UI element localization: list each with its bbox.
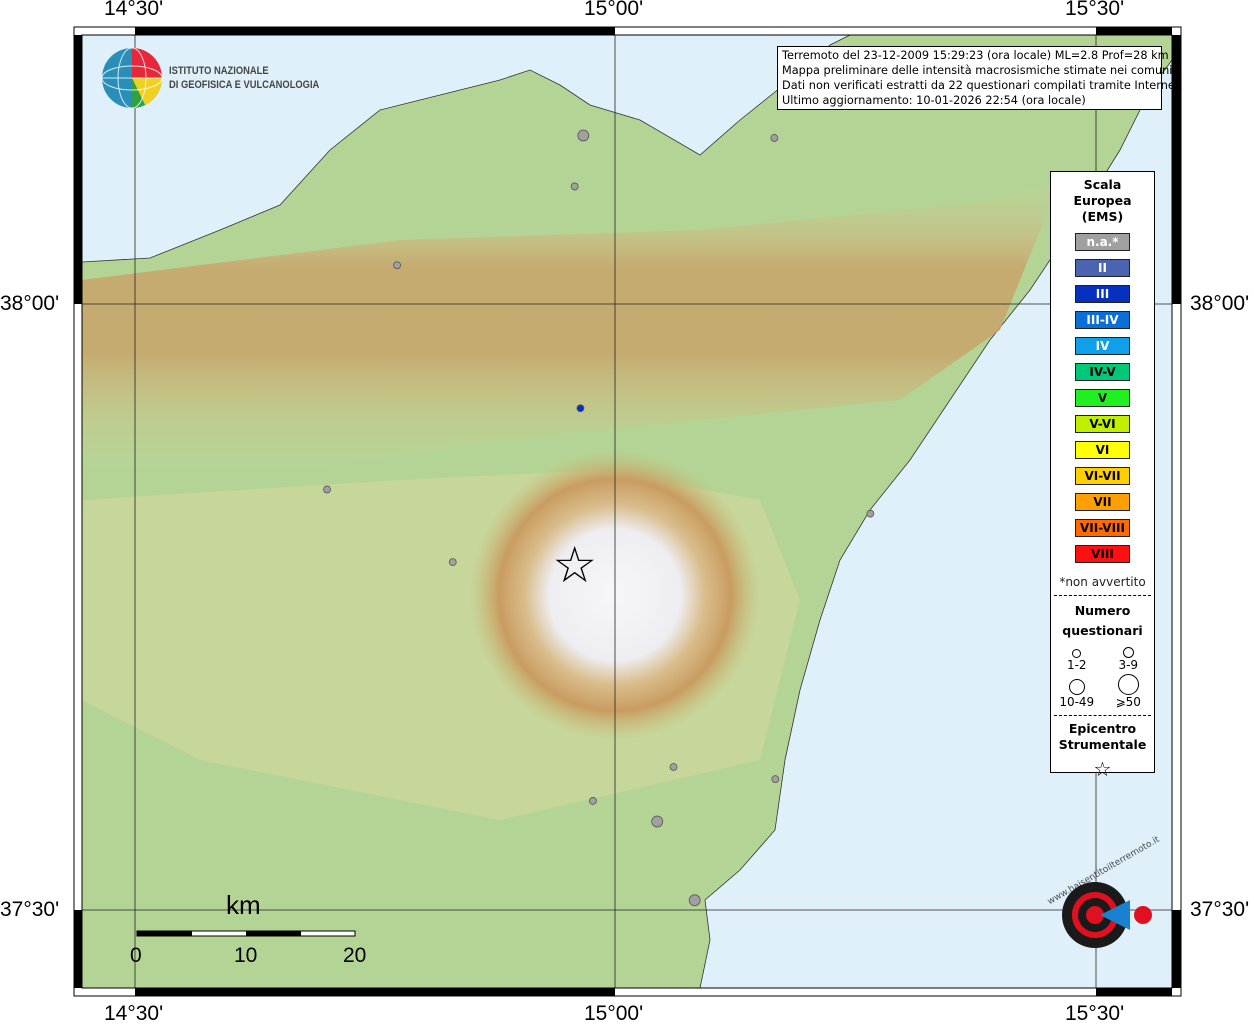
- legend-item-iv-v: IV-V: [1075, 363, 1130, 381]
- intensity-point[interactable]: [651, 815, 664, 828]
- legend-item-iii: III: [1075, 285, 1130, 303]
- count-title: Numero questionari: [1062, 603, 1143, 638]
- legend-item-v-vi: V-VI: [1075, 415, 1130, 433]
- lon-tick-top: 14°30': [104, 0, 164, 20]
- lon-tick-bottom: 14°30': [104, 1002, 164, 1025]
- scale-label: 0: [130, 944, 142, 967]
- intensity-point[interactable]: [589, 797, 597, 805]
- legend-item-vii: VII: [1075, 493, 1130, 511]
- intensity-point[interactable]: [771, 775, 780, 784]
- legend-item-ii: II: [1075, 259, 1130, 277]
- epicentre-title: Epicentro Strumentale: [1058, 721, 1147, 752]
- legend-item-iv: IV: [1075, 337, 1130, 355]
- ingv-logo-globe: [101, 47, 163, 109]
- earthquake-info-box: Terremoto del 23-12-2009 15:29:23 (ora l…: [777, 46, 1183, 110]
- legend-item-v: V: [1075, 389, 1130, 407]
- scale-label: 20: [343, 944, 367, 967]
- lon-tick-bottom: 15°30': [1065, 1002, 1125, 1025]
- legend-item-na: n.a.*: [1075, 233, 1130, 251]
- epicentre-star-icon[interactable]: ☆: [552, 536, 597, 594]
- legend-item-viii: VIII: [1075, 545, 1130, 563]
- info-line: Ultimo aggiornamento: 10-01-2026 22:54 (…: [782, 94, 1086, 107]
- scale-unit: km: [226, 890, 261, 920]
- lat-tick-right: 37°30': [1190, 898, 1250, 921]
- legend: Scala Europea (EMS) n.a.* II III III-IV IV IV-V…: [1050, 171, 1155, 781]
- map-frame: [73, 26, 1182, 997]
- haisentito-logo: [1062, 882, 1152, 948]
- legend-item-vi: VI: [1075, 441, 1130, 459]
- ingv-logo-text: ISTITUTO NAZIONALE DI GEOFISICA E VULCANO…: [169, 65, 320, 91]
- intensity-point[interactable]: [688, 894, 701, 907]
- intensity-point[interactable]: [393, 261, 401, 270]
- count-1-2: 1-2: [1051, 647, 1103, 672]
- legend-title: Scala Europea (EMS): [1073, 177, 1132, 224]
- mountain-band: [82, 180, 1060, 470]
- info-line: Dati non verificati estratti da 22 quest…: [782, 79, 1183, 92]
- legend-note: *non avvertito: [1059, 575, 1146, 589]
- legend-item-vii-viii: VII-VIII: [1075, 519, 1130, 537]
- count-50: ⩾50: [1103, 674, 1155, 709]
- lat-tick-left: 37°30': [0, 898, 60, 921]
- count-3-9: 3-9: [1103, 647, 1155, 672]
- intensity-point[interactable]: [577, 129, 590, 142]
- lon-tick-top: 15°30': [1065, 0, 1125, 20]
- intensity-point[interactable]: [576, 404, 585, 413]
- lon-tick-top: 15°00': [584, 0, 644, 20]
- intensity-point[interactable]: [866, 509, 875, 518]
- legend-item-vi-vii: VI-VII: [1075, 467, 1130, 485]
- intensity-point[interactable]: [323, 485, 331, 494]
- intensity-point[interactable]: [448, 558, 457, 567]
- scale-bar: [136, 930, 356, 937]
- lat-tick-right: 38°00': [1190, 292, 1250, 315]
- lon-tick-bottom: 15°00': [584, 1002, 644, 1025]
- info-line: Mappa preliminare delle intensità macros…: [782, 64, 1173, 77]
- intensity-point[interactable]: [770, 134, 779, 142]
- star-icon: ☆: [1093, 757, 1112, 781]
- intensity-point[interactable]: [669, 763, 678, 771]
- scale-label: 10: [234, 944, 258, 967]
- legend-item-iii-iv: III-IV: [1075, 311, 1130, 329]
- info-line: Terremoto del 23-12-2009 15:29:23 (ora l…: [782, 49, 1169, 62]
- lat-tick-left: 38°00': [0, 292, 60, 315]
- count-10-49: 10-49: [1051, 674, 1103, 709]
- intensity-point[interactable]: [570, 182, 579, 191]
